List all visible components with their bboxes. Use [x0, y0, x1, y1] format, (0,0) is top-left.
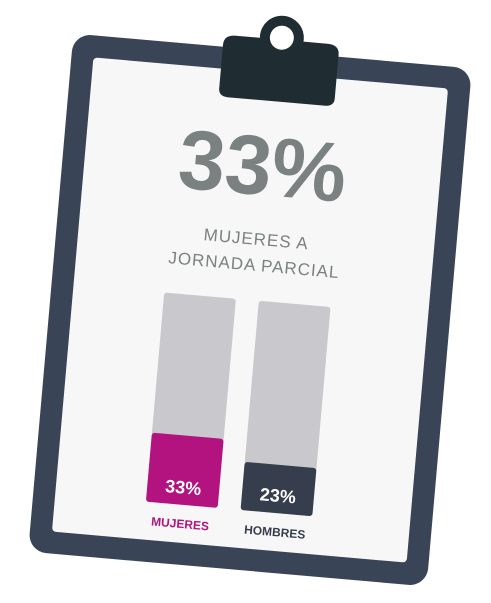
- category-label: HOMBRES: [244, 523, 306, 542]
- category-label: MUJERES: [151, 514, 210, 533]
- bar: [240, 462, 317, 516]
- bar: [146, 432, 224, 508]
- bar-track: [240, 300, 331, 516]
- clip: [219, 35, 339, 106]
- headline: 33%: [175, 112, 351, 220]
- clip-hole: [269, 25, 294, 50]
- clipboard: 33% MUJERES A JORNADA PARCIAL 33%MUJERES…: [29, 15, 471, 585]
- paper: [52, 57, 448, 563]
- value-label: 23%: [259, 484, 297, 507]
- value-label: 33%: [164, 476, 202, 499]
